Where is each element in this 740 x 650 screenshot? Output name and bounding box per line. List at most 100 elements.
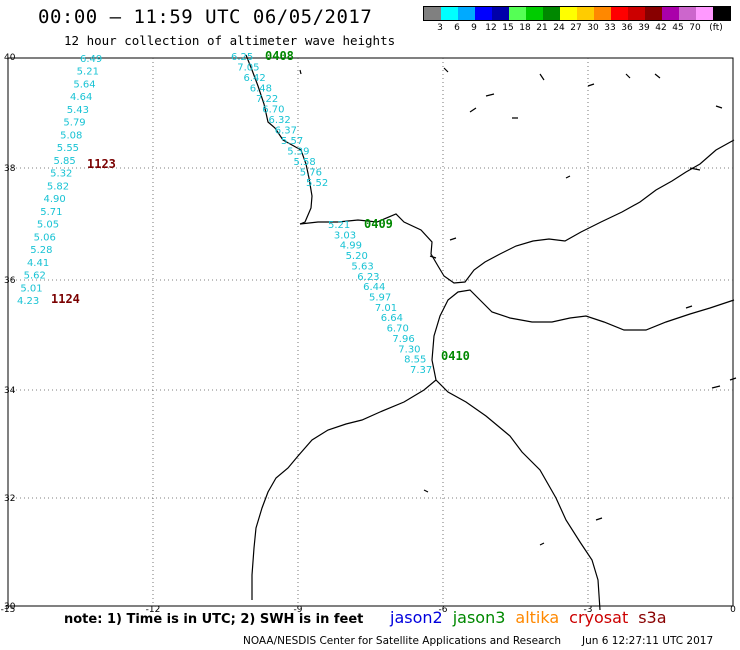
legend-swatch — [645, 7, 662, 20]
legend-label: 15 — [502, 23, 514, 33]
legend-swatch — [662, 7, 679, 20]
swh-value: 5.01 — [20, 283, 42, 294]
lon-tick-label: -12 — [146, 605, 161, 615]
legend-label: 24 — [553, 23, 565, 33]
legend-label: 70 — [689, 23, 701, 33]
lat-tick-label: 34 — [4, 386, 16, 396]
legend-swatch — [713, 7, 730, 20]
swh-value: 5.39 — [287, 147, 309, 158]
swh-tracks: 6.495.215.644.645.435.795.085.555.855.32… — [17, 52, 432, 376]
swh-value: 6.32 — [269, 115, 291, 126]
swh-value: 5.97 — [369, 293, 391, 304]
legend-swatch — [475, 7, 492, 20]
legend-label: 12 — [485, 23, 497, 33]
pass-label: 1124 — [51, 292, 80, 306]
lon-tick-label: 0 — [730, 605, 736, 615]
swh-value: 6.37 — [275, 126, 297, 137]
legend-swatch — [458, 7, 475, 20]
swh-value: 6.25 — [231, 52, 253, 63]
chart-subtitle: 12 hour collection of altimeter wave hei… — [64, 33, 396, 48]
satellite-name: cryosat — [569, 608, 629, 627]
swh-value: 5.79 — [63, 118, 85, 129]
swh-value: 4.99 — [340, 241, 362, 252]
lat-tick-label: 40 — [4, 53, 16, 63]
swh-value: 5.63 — [351, 261, 373, 272]
coastline-africa — [431, 289, 735, 611]
swh-value: 5.52 — [306, 178, 328, 189]
legend-swatch — [611, 7, 628, 20]
legend-label: 27 — [570, 23, 582, 33]
swh-value: 5.21 — [328, 220, 350, 231]
swh-value: 7.30 — [398, 344, 420, 355]
swh-value: 6.64 — [381, 313, 403, 324]
legend-label: 33 — [604, 23, 616, 33]
swh-value: 6.44 — [363, 282, 385, 293]
legend-swatch — [628, 7, 645, 20]
swh-value: 5.55 — [57, 143, 79, 154]
swh-value: 5.05 — [37, 220, 59, 231]
swh-value: 4.23 — [17, 296, 39, 307]
swh-value: 7.37 — [410, 365, 432, 376]
legend-label: 39 — [638, 23, 650, 33]
legend-swatch — [679, 7, 696, 20]
lat-tick-label: 32 — [4, 494, 15, 504]
swh-value: 5.85 — [53, 156, 75, 167]
swh-value: 5.06 — [34, 232, 56, 243]
legend-swatch — [526, 7, 543, 20]
swh-value: 4.41 — [27, 258, 49, 269]
swh-value: 5.71 — [40, 207, 62, 218]
swh-value: 6.48 — [250, 84, 272, 95]
footer-timestamp: Jun 6 12:27:11 UTC 2017 — [582, 635, 714, 647]
legend-label: 42 — [655, 23, 667, 33]
swh-value: 5.57 — [281, 136, 303, 147]
legend-label: 18 — [519, 23, 531, 33]
legend-swatch — [492, 7, 509, 20]
legend-swatch — [594, 7, 611, 20]
legend-swatch — [543, 7, 560, 20]
swh-value: 7.05 — [237, 63, 259, 74]
legend-swatch — [441, 7, 458, 20]
chart-title: 00:00 – 11:59 UTC 06/05/2017 — [38, 6, 373, 28]
footer-note: note: 1) Time is in UTC; 2) SWH is in fe… — [64, 612, 364, 627]
lat-tick-label: 38 — [4, 164, 16, 174]
footer-organization: NOAA/NESDIS Center for Satellite Applica… — [243, 635, 561, 647]
swh-value: 5.08 — [60, 130, 82, 141]
coastline-south-iberia — [299, 139, 735, 284]
legend-label: (ft) — [709, 23, 723, 33]
legend-label: 45 — [672, 23, 684, 33]
satellite-legend: jason2 jason3 altika cryosat s3a — [390, 608, 677, 627]
swh-value: 7.96 — [392, 334, 414, 345]
pass-label: 0409 — [364, 217, 393, 231]
coastline — [245, 54, 737, 611]
swh-value: 6.23 — [357, 272, 379, 283]
legend-swatch — [560, 7, 577, 20]
swh-value: 5.43 — [67, 105, 89, 116]
legend-label: 30 — [587, 23, 599, 33]
swh-value: 6.70 — [262, 105, 284, 116]
swh-value: 5.32 — [50, 169, 72, 180]
axis-ticks: -15 -12 -9 -6 -3 0 40 38 36 34 32 30 — [1, 53, 736, 615]
map-frame — [7, 57, 734, 607]
swh-value: 5.28 — [30, 245, 52, 256]
swh-value: 5.58 — [294, 157, 316, 168]
legend-labels: 3 6 9 12 15 18 21 24 27 30 33 36 39 42 45 70 (ft) — [423, 21, 731, 33]
swh-value: 7.01 — [375, 303, 397, 314]
swh-value: 7.22 — [256, 94, 278, 105]
swh-value: 4.90 — [44, 194, 66, 205]
satellite-name: jason2 — [390, 608, 443, 627]
lon-tick-label: -6 — [439, 605, 448, 615]
lon-tick-label: -15 — [1, 605, 16, 615]
coastline-africa-west — [251, 379, 437, 600]
swh-value: 4.64 — [70, 92, 92, 103]
legend-swatches — [423, 6, 731, 21]
swh-value: 8.55 — [404, 355, 426, 366]
legend-swatch — [577, 7, 594, 20]
swh-value: 3.03 — [334, 230, 356, 241]
pass-label: 0410 — [441, 349, 470, 363]
pass-label: 1123 — [87, 157, 116, 171]
coastline-portugal — [245, 54, 313, 225]
swh-value: 5.20 — [346, 251, 368, 262]
satellite-name: jason3 — [452, 608, 506, 627]
lon-tick-label: -3 — [584, 605, 593, 615]
